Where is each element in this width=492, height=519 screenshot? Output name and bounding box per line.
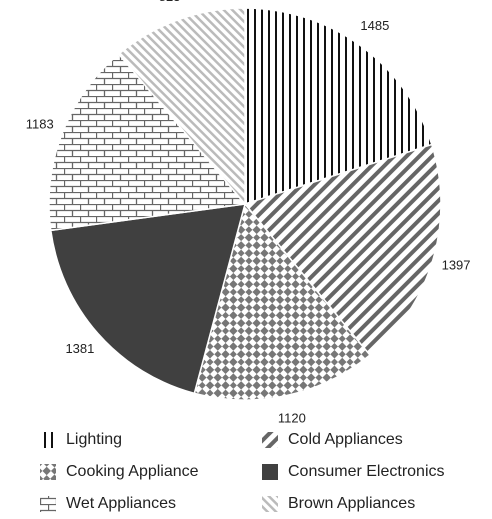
pie: 1485 1397 1120 1381 1183 823 bbox=[26, 0, 471, 425]
legend: Lighting Cold Appliances Cooking Appliance… bbox=[40, 431, 445, 512]
legend-swatch bbox=[262, 432, 278, 448]
pie-slice bbox=[244, 7, 433, 206]
legend-label: Wet Appliances bbox=[66, 495, 176, 512]
pie-slice bbox=[193, 202, 371, 401]
legend-label: Consumer Electronics bbox=[288, 463, 445, 480]
pie-slice bbox=[243, 143, 442, 357]
legend-swatch bbox=[262, 496, 278, 512]
legend-swatch bbox=[40, 496, 56, 512]
data-label: 1120 bbox=[278, 410, 306, 425]
pie-slice bbox=[49, 203, 247, 395]
legend-swatch bbox=[40, 464, 56, 480]
legend-label: Cold Appliances bbox=[288, 431, 403, 448]
legend-swatch bbox=[262, 464, 278, 480]
legend-label: Brown Appliances bbox=[288, 495, 415, 512]
legend-item: Consumer Electronics bbox=[262, 463, 445, 480]
legend-label: Lighting bbox=[66, 431, 122, 448]
data-label: 823 bbox=[159, 0, 181, 4]
pie-slice bbox=[48, 53, 247, 232]
legend-item: Cooking Appliance bbox=[40, 463, 199, 480]
data-label: 1183 bbox=[26, 116, 54, 131]
legend-label: Cooking Appliance bbox=[66, 463, 199, 480]
legend-item: Lighting bbox=[40, 431, 122, 448]
data-label: 1397 bbox=[442, 257, 471, 272]
legend-item: Cold Appliances bbox=[262, 431, 403, 448]
data-label: 1485 bbox=[360, 18, 389, 33]
legend-swatch bbox=[40, 432, 56, 448]
legend-item: Brown Appliances bbox=[262, 495, 415, 512]
legend-item: Wet Appliances bbox=[40, 495, 176, 512]
data-label: 1381 bbox=[65, 341, 94, 356]
pie-slice bbox=[117, 7, 246, 207]
